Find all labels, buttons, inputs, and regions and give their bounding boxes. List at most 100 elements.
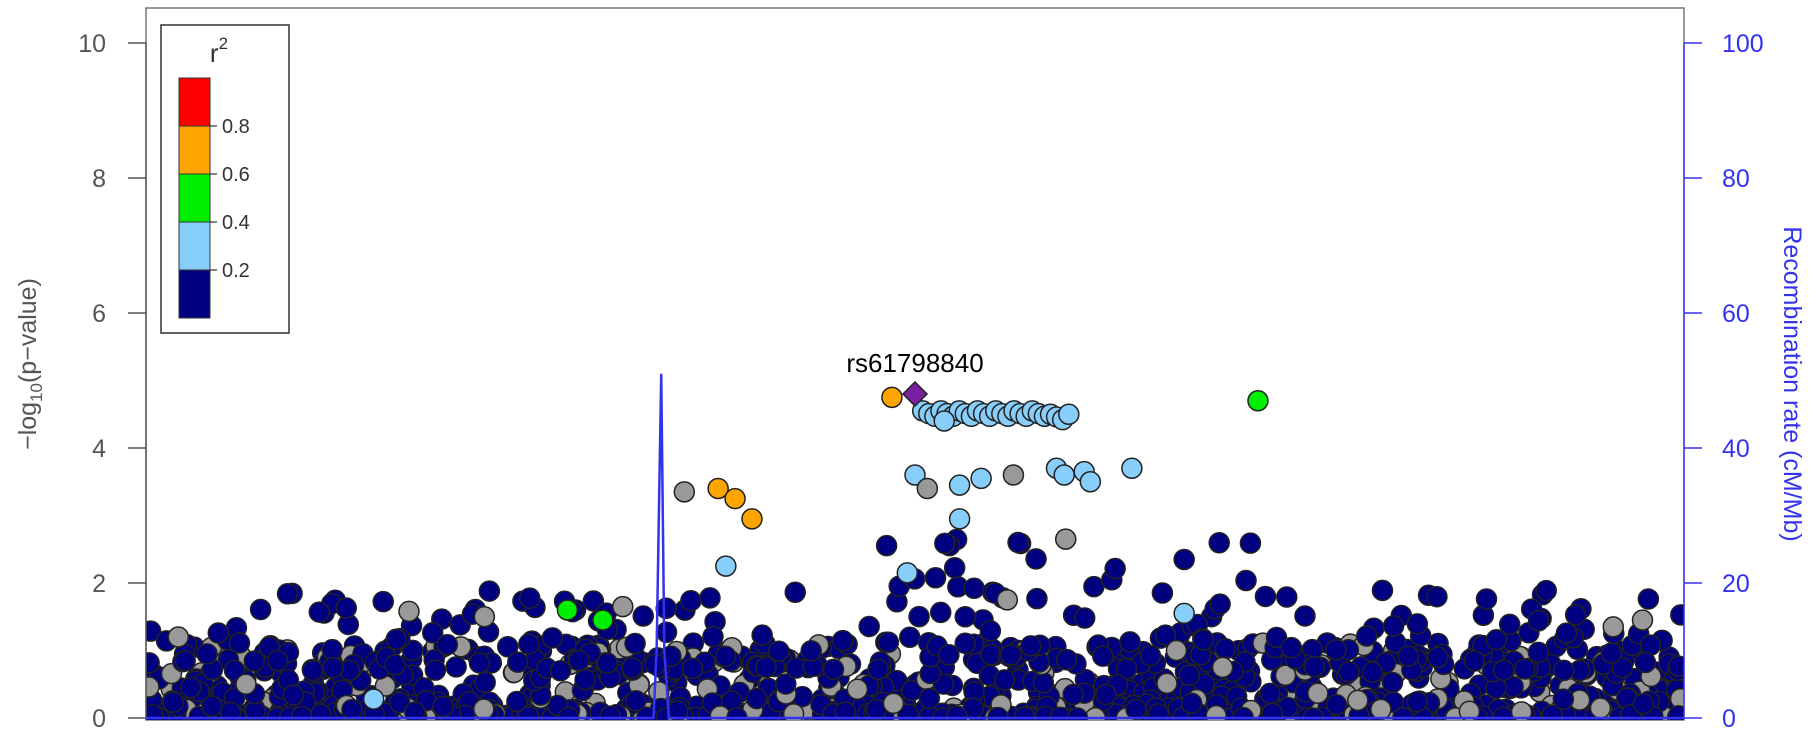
snp-point xyxy=(1631,609,1654,631)
snp-point xyxy=(574,668,596,691)
recombination-line xyxy=(146,373,1684,720)
snp-point xyxy=(1541,704,1563,720)
snp-point xyxy=(1338,661,1360,683)
snp-point xyxy=(834,701,856,720)
snp-point xyxy=(421,622,444,644)
legend-tick-label: 0.6 xyxy=(222,164,250,186)
snp-point xyxy=(832,629,854,652)
snp-point xyxy=(1670,604,1684,626)
snp-point xyxy=(404,701,426,720)
legend-bin xyxy=(178,173,211,223)
snp-point xyxy=(1062,683,1084,706)
snp-point xyxy=(362,688,385,710)
snp-point xyxy=(846,678,869,700)
left-y-axis: 0 2 4 6 8 10 xyxy=(78,30,147,733)
lead-snp-label: rs61798840 xyxy=(846,348,983,378)
snp-point xyxy=(979,620,1002,642)
snp-point xyxy=(388,691,411,714)
snp-point xyxy=(1180,692,1203,714)
snp-point xyxy=(934,532,956,555)
snp-point xyxy=(556,599,579,621)
snp-point xyxy=(1209,593,1231,615)
legend-ticks: 0.8 0.6 0.4 0.2 xyxy=(210,116,250,282)
snp-point xyxy=(167,626,190,648)
snp-point xyxy=(549,659,572,682)
snp-point xyxy=(745,687,768,710)
snp-point xyxy=(1325,638,1347,661)
snp-point xyxy=(1058,403,1080,425)
snp-point xyxy=(445,656,467,678)
snp-point xyxy=(904,464,926,486)
snp-point xyxy=(1406,690,1429,713)
snp-point xyxy=(496,635,519,658)
snp-point xyxy=(881,386,903,409)
snp-point xyxy=(249,598,272,621)
snp-point xyxy=(1426,585,1448,608)
snp-point xyxy=(768,640,790,663)
snp-point xyxy=(1370,698,1392,720)
snp-point xyxy=(916,477,939,500)
snp-point xyxy=(954,606,976,628)
y-axis-label: −log10(p−value) xyxy=(14,278,46,450)
snp-point xyxy=(1000,644,1022,666)
y2-axis-label: Recombination rate (cM/Mb) xyxy=(1778,226,1806,541)
snp-point xyxy=(655,597,677,620)
snp-point xyxy=(1095,683,1117,706)
snp-point xyxy=(1361,661,1384,684)
snp-point xyxy=(321,638,344,661)
legend-bin xyxy=(178,269,211,319)
snp-point xyxy=(478,580,501,602)
snp-point xyxy=(699,587,721,609)
snp-point xyxy=(1026,587,1048,610)
right-y-axis: 0 20 40 60 80 100 xyxy=(1683,30,1764,733)
snp-point xyxy=(424,659,447,681)
legend-color-bins xyxy=(178,77,211,319)
snp-point xyxy=(1139,644,1162,667)
snp-point xyxy=(918,687,941,710)
snp-point xyxy=(1667,655,1684,677)
snp-point xyxy=(1104,557,1126,580)
legend-tick-label: 0.4 xyxy=(222,212,250,234)
snp-point xyxy=(993,669,1016,691)
snp-point xyxy=(673,481,696,503)
legend-title-base: r xyxy=(210,38,219,68)
snp-point xyxy=(1261,702,1283,720)
snp-point xyxy=(436,633,459,656)
snp-point xyxy=(1527,609,1550,632)
snp-point xyxy=(1147,703,1169,720)
snp-point xyxy=(1371,579,1394,602)
snp-point xyxy=(207,622,230,644)
snp-point xyxy=(1555,622,1578,644)
snp-point xyxy=(948,474,971,496)
snp-point xyxy=(146,676,160,698)
snp-point xyxy=(896,562,919,584)
right-tick-label: 100 xyxy=(1722,30,1764,58)
snp-point xyxy=(1600,642,1623,664)
snp-point xyxy=(858,615,880,638)
snp-point xyxy=(1397,645,1420,667)
snp-point xyxy=(518,587,541,609)
legend-title-sup: 2 xyxy=(219,34,228,53)
snp-point xyxy=(506,690,528,713)
snp-point xyxy=(1079,471,1102,493)
snp-point xyxy=(1214,637,1236,660)
snp-point xyxy=(933,410,955,432)
snp-point xyxy=(882,692,905,715)
snp-point xyxy=(1634,651,1657,674)
snp-point xyxy=(1294,605,1316,627)
highlighted-ld-points xyxy=(167,380,1654,710)
snp-point xyxy=(1325,693,1348,716)
right-tick-label: 0 xyxy=(1722,705,1736,733)
snp-point xyxy=(596,652,619,674)
legend-tick-label: 0.2 xyxy=(222,260,250,282)
snp-point xyxy=(1458,700,1481,720)
legend-bin xyxy=(178,77,211,127)
snp-point xyxy=(946,705,968,720)
snp-point xyxy=(612,595,634,618)
snp-point xyxy=(867,658,889,681)
snp-point xyxy=(1083,575,1105,598)
snp-point xyxy=(1356,625,1378,647)
snp-point xyxy=(1154,624,1177,646)
snp-point xyxy=(568,649,590,672)
right-tick-label: 80 xyxy=(1722,165,1750,193)
